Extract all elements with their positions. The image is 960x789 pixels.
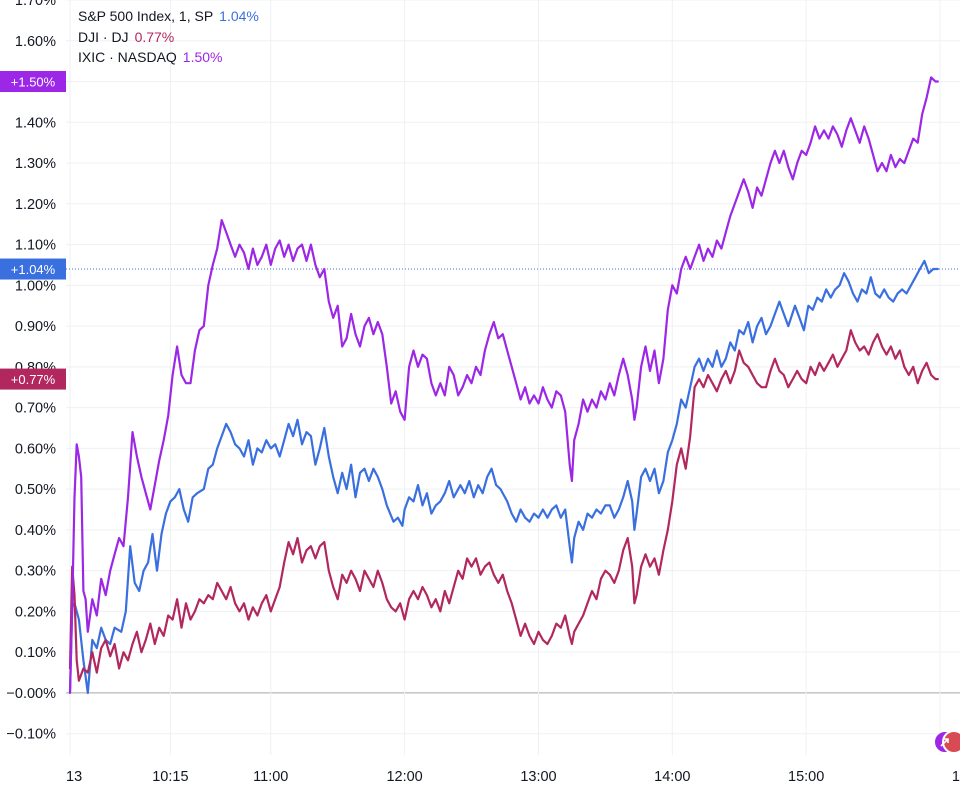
y-tick-label: 1.10% (15, 238, 56, 254)
y-tick-label: 0.10% (15, 645, 56, 661)
y-tick-label: −0.00% (6, 686, 56, 702)
y-tick-label: −0.10% (6, 727, 56, 743)
y-tick-label: 0.60% (15, 441, 56, 457)
grid-lines (66, 0, 960, 755)
legend-value: 1.50% (182, 49, 223, 65)
series-lines (68, 76, 939, 694)
y-tick-label: 0.50% (15, 482, 56, 498)
legend-symbol: DJI · DJ (78, 28, 129, 45)
legend-value: 1.04% (219, 8, 259, 24)
legend-symbol: IXIC · NASDAQ (78, 49, 177, 65)
y-tick-label: 0.30% (15, 564, 56, 580)
y-tick-label: 1.40% (15, 115, 56, 131)
x-tick-label: 11:00 (253, 769, 288, 785)
y-tick-label: 0.70% (15, 401, 56, 417)
x-tick-label: 1 (952, 769, 960, 785)
x-tick-label: 14:00 (654, 769, 690, 785)
y-tick-label: 1.20% (15, 197, 56, 213)
legend-item-sp500[interactable]: S&P 500 Index, 1, SP 1.04% (78, 6, 259, 27)
y-tick-label: 0.40% (15, 523, 56, 539)
y-tick-label: 1.00% (15, 278, 56, 294)
legend: S&P 500 Index, 1, SP 1.04% DJI · DJ 0.77% … (78, 6, 259, 68)
compare-symbol-icon[interactable] (933, 730, 960, 754)
last-value-badge: +1.04% (0, 258, 66, 280)
legend-symbol: S&P 500 Index, 1, SP (78, 8, 214, 24)
y-tick-label: 1.60% (15, 34, 56, 50)
legend-value: 0.77% (134, 28, 175, 45)
series-line-ixic[interactable] (68, 76, 939, 694)
last-price-markers: +1.50% +1.04% +0.77% (0, 71, 66, 390)
x-tick-label: 13 (66, 769, 82, 785)
legend-item-ixic[interactable]: IXIC · NASDAQ 1.50% (78, 47, 259, 68)
y-tick-label: 1.70% (15, 0, 56, 9)
x-axis: 13 10:15 11:00 12:00 13:00 14:00 15:00 1 (66, 769, 960, 785)
series-line-dji[interactable] (68, 329, 939, 682)
legend-item-dji[interactable]: DJI · DJ 0.77% (78, 27, 259, 48)
badge-text: +1.50% (11, 75, 56, 90)
y-tick-label: 0.90% (15, 319, 56, 335)
series-line-sp500[interactable] (68, 259, 939, 694)
last-value-badge: +1.50% (0, 71, 66, 93)
x-tick-label: 15:00 (788, 769, 824, 785)
x-tick-label: 12:00 (386, 769, 422, 785)
x-tick-label: 13:00 (520, 769, 556, 785)
y-tick-label: 0.20% (15, 604, 56, 620)
x-tick-label: 10:15 (152, 769, 188, 785)
y-tick-label: 1.30% (15, 156, 56, 172)
badge-text: +1.04% (11, 262, 56, 277)
badge-text: +0.77% (11, 372, 56, 387)
last-value-badge: +0.77% (0, 368, 66, 390)
